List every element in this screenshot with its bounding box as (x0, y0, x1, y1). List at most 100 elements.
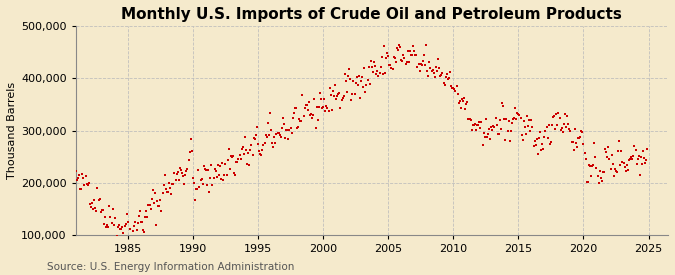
Point (318, 104, 329, 109)
Point (263, 121, 273, 126)
Point (313, 117, 323, 122)
Point (637, 161, 647, 166)
Point (195, 178, 206, 182)
Point (242, 162, 252, 167)
Point (597, 179, 608, 183)
Point (570, 126, 580, 131)
Point (628, 153, 639, 158)
Point (384, 63, 395, 68)
Point (109, 215, 120, 220)
Point (179, 182, 190, 186)
Point (368, 70, 379, 75)
Point (493, 131, 504, 136)
Point (543, 123, 554, 127)
Point (476, 120, 487, 124)
Point (141, 208, 152, 213)
Point (570, 141, 581, 145)
Point (302, 108, 313, 112)
Point (333, 92, 344, 96)
Point (114, 222, 125, 227)
Point (240, 135, 250, 139)
Point (514, 113, 525, 117)
Point (158, 183, 169, 188)
Point (282, 128, 293, 132)
Point (252, 142, 263, 147)
Point (250, 133, 261, 137)
Point (603, 145, 614, 149)
Point (324, 85, 335, 90)
Point (100, 215, 111, 219)
Point (508, 116, 518, 121)
Point (426, 68, 437, 73)
Point (342, 89, 352, 94)
Point (575, 135, 586, 139)
Point (585, 164, 595, 168)
Point (236, 156, 246, 161)
Point (433, 56, 443, 61)
Point (259, 141, 270, 145)
Point (639, 155, 649, 160)
Point (590, 155, 601, 159)
Point (477, 143, 488, 147)
Point (387, 67, 398, 72)
Point (223, 147, 234, 152)
Point (602, 155, 613, 160)
Point (89, 198, 100, 202)
Point (606, 152, 617, 157)
Point (613, 149, 624, 153)
Point (390, 60, 401, 65)
Point (151, 223, 161, 227)
Point (154, 204, 165, 209)
Point (178, 174, 188, 178)
Point (72, 176, 83, 180)
Point (535, 130, 545, 134)
Point (349, 92, 360, 97)
Point (183, 158, 194, 163)
Point (95, 197, 105, 201)
Point (610, 166, 620, 171)
Point (630, 148, 641, 153)
Point (597, 170, 608, 175)
Point (202, 168, 213, 172)
Point (290, 106, 300, 110)
Point (446, 84, 456, 88)
Point (414, 68, 425, 73)
Point (641, 158, 652, 163)
Point (119, 224, 130, 228)
Point (509, 116, 520, 120)
Point (307, 116, 318, 120)
Point (208, 176, 219, 180)
Point (402, 49, 413, 53)
Point (344, 66, 354, 71)
Point (364, 82, 375, 86)
Point (188, 176, 198, 180)
Point (76, 187, 86, 191)
Point (624, 158, 634, 162)
Point (406, 53, 417, 57)
Point (440, 75, 451, 79)
Point (331, 96, 342, 101)
Point (439, 83, 450, 87)
Text: Source: U.S. Energy Information Administration: Source: U.S. Energy Information Administ… (47, 262, 294, 272)
Point (157, 191, 168, 196)
Point (225, 154, 236, 158)
Point (175, 166, 186, 170)
Point (322, 105, 333, 110)
Point (209, 167, 220, 172)
Point (249, 137, 260, 142)
Point (97, 208, 107, 212)
Point (558, 130, 568, 134)
Point (515, 116, 526, 120)
Point (319, 97, 329, 101)
Point (522, 124, 533, 128)
Point (413, 62, 424, 66)
Point (501, 116, 512, 121)
Point (640, 161, 651, 165)
Point (617, 160, 628, 164)
Point (470, 128, 481, 132)
Point (150, 191, 161, 195)
Point (612, 169, 622, 174)
Point (459, 96, 470, 100)
Point (93, 198, 104, 202)
Point (464, 117, 475, 122)
